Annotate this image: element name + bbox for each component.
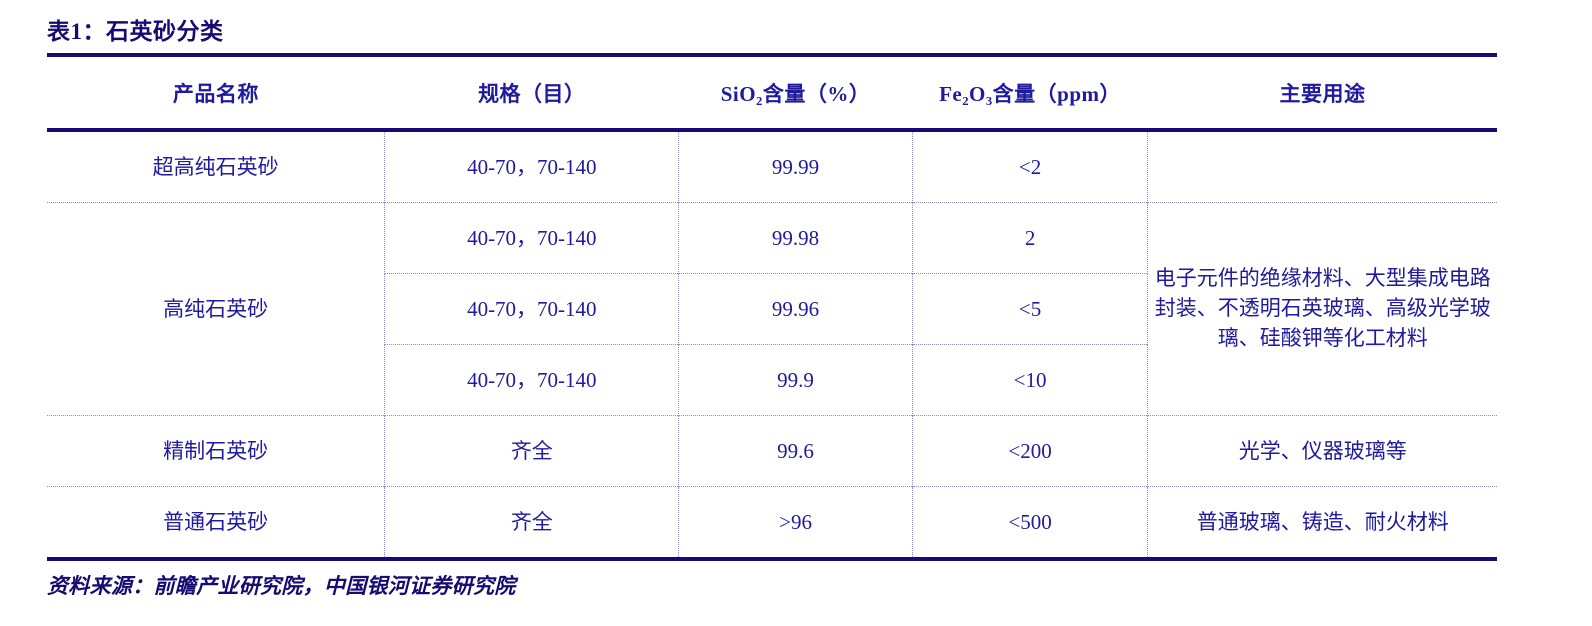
cell-product-name: 超高纯石英砂	[47, 130, 386, 203]
cell-fe2o3: <200	[912, 415, 1149, 487]
table-row: 普通石英砂 齐全 >96 <500 普通玻璃、铸造、耐火材料	[47, 486, 1497, 557]
cell-sio2: 99.9	[678, 344, 913, 416]
source-note: 资料来源：前瞻产业研究院，中国银河证券研究院	[47, 574, 516, 598]
column-header-product-name: 产品名称	[172, 81, 259, 106]
cell-spec: 40-70，70-140	[384, 130, 680, 203]
table-row: 超高纯石英砂 40-70，70-140 99.99 <2	[47, 130, 1497, 203]
table-figure: 表1：石英砂分类 产品名称 规格（目） SiO₂含量（%） Fe₂O₃含量（pp…	[47, 0, 1497, 600]
cell-sio2: 99.6	[678, 415, 913, 487]
cell-usage: 普通玻璃、铸造、耐火材料	[1147, 486, 1497, 557]
table-row: 40-70，70-140 99.9 <10	[47, 344, 1497, 416]
cell-fe2o3: <10	[912, 344, 1149, 416]
table-bottom-rule	[47, 557, 1497, 561]
cell-sio2: 99.99	[678, 130, 913, 203]
cell-spec: 齐全	[384, 415, 680, 487]
cell-usage: 电子元件的绝缘材料、大型集成电路封装、不透明石英玻璃、高级光学玻璃、硅酸钾等化工…	[1147, 202, 1497, 416]
table-body: 超高纯石英砂 40-70，70-140 99.99 <2 高纯石英砂 40-70…	[47, 130, 1497, 557]
table-row: 高纯石英砂 40-70，70-140 99.98 2 电子元件的绝缘材料、大型集…	[47, 202, 1497, 416]
table-header: 产品名称 规格（目） SiO₂含量（%） Fe₂O₃含量（ppm） 主要用途	[47, 57, 1497, 130]
cell-spec: 40-70，70-140	[384, 202, 680, 274]
header-row: 产品名称 规格（目） SiO₂含量（%） Fe₂O₃含量（ppm） 主要用途	[47, 57, 1497, 130]
column-header-spec: 规格（目）	[478, 81, 586, 106]
cell-sio2: >96	[678, 486, 913, 557]
column-header-sio2: SiO₂含量（%）	[720, 81, 871, 106]
cell-sio2: 99.98	[678, 202, 913, 274]
cell-spec: 40-70，70-140	[384, 344, 680, 416]
title-rule	[47, 53, 1497, 57]
cell-fe2o3: 2	[912, 202, 1149, 274]
cell-spec: 齐全	[384, 486, 680, 557]
cell-product-name: 普通石英砂	[47, 486, 386, 557]
cell-product-name: 高纯石英砂	[47, 202, 386, 416]
quartz-sand-classification-table: 产品名称 规格（目） SiO₂含量（%） Fe₂O₃含量（ppm） 主要用途 超…	[47, 57, 1497, 557]
figure-title: 表1：石英砂分类	[47, 19, 224, 44]
cell-fe2o3: <5	[912, 273, 1149, 345]
table-row: 精制石英砂 齐全 99.6 <200 光学、仪器玻璃等	[47, 415, 1497, 487]
column-header-fe2o3: Fe₂O₃含量（ppm）	[939, 81, 1122, 106]
cell-sio2: 99.96	[678, 273, 913, 345]
cell-usage-empty	[1148, 130, 1497, 203]
cell-fe2o3: <500	[912, 486, 1149, 557]
column-header-usage: 主要用途	[1279, 81, 1366, 106]
cell-fe2o3: <2	[912, 130, 1149, 203]
cell-usage: 光学、仪器玻璃等	[1147, 415, 1497, 487]
cell-spec: 40-70，70-140	[384, 273, 680, 345]
cell-product-name: 精制石英砂	[47, 415, 386, 487]
table-row: 40-70，70-140 99.96 <5	[47, 273, 1497, 345]
